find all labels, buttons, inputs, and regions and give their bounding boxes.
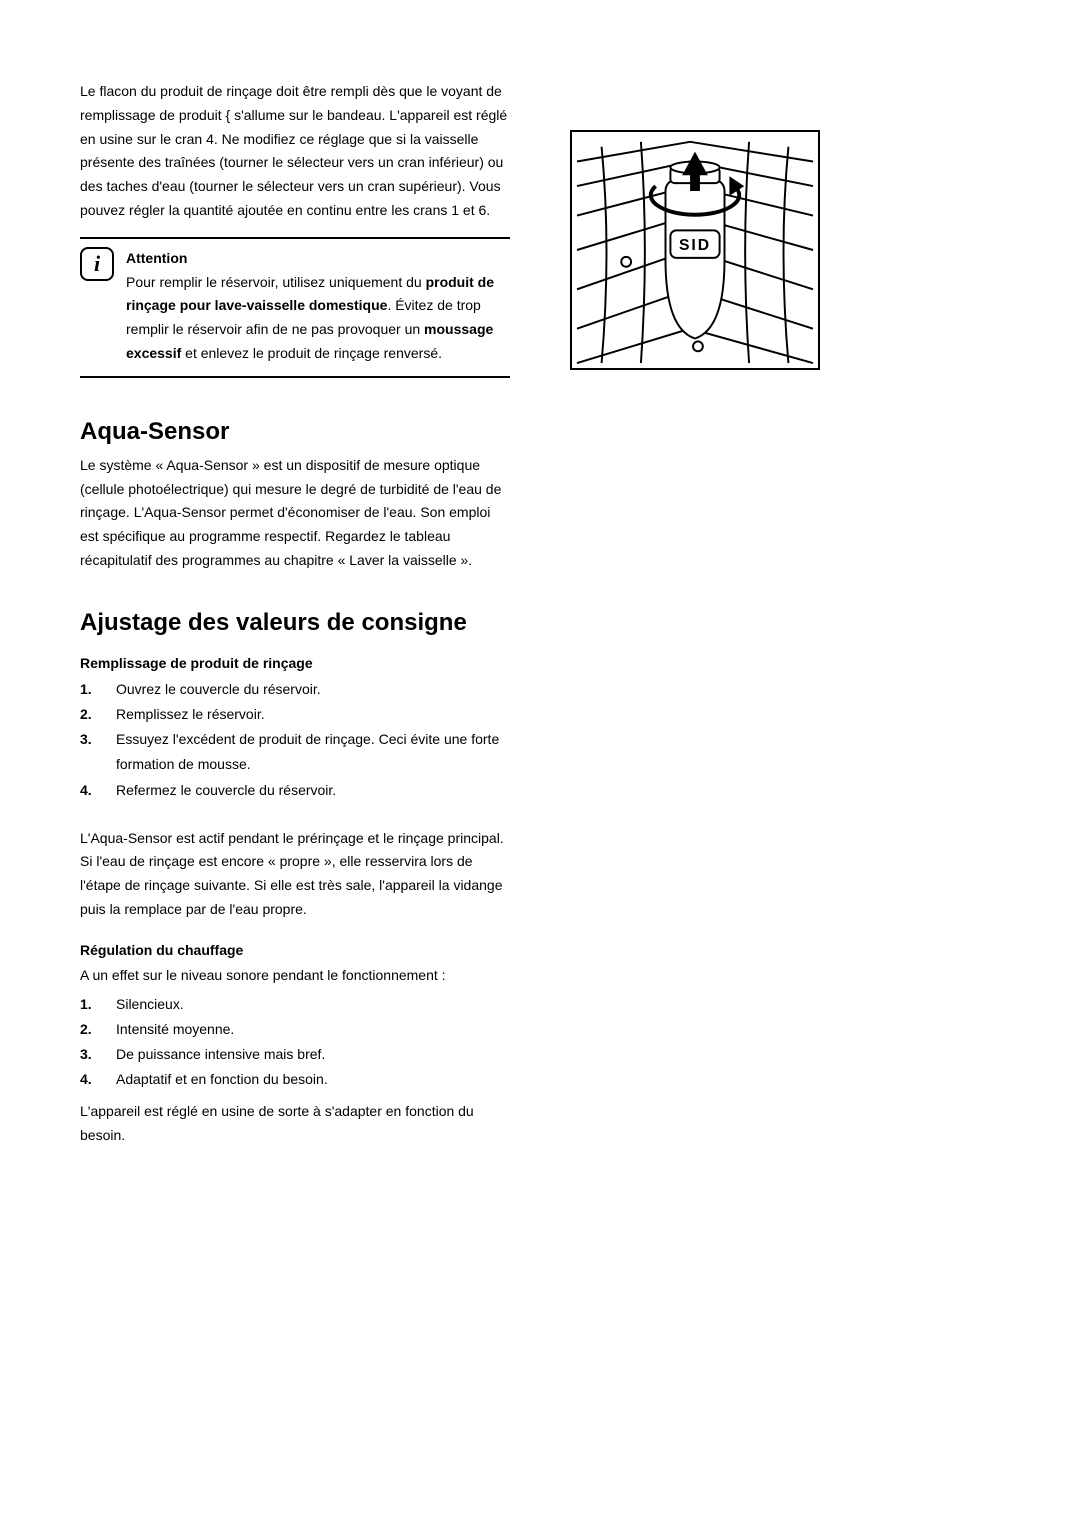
list-item-number: 3. (80, 727, 108, 777)
list-item-number: 1. (80, 992, 108, 1017)
list-item-number: 2. (80, 702, 108, 727)
info-body: Pour remplir le réservoir, utilisez uniq… (126, 274, 494, 361)
arrow-head-right (729, 176, 744, 196)
list-item-number: 4. (80, 1067, 108, 1092)
intro-column: Le flacon du produit de rinçage doit êtr… (80, 80, 510, 378)
list-item-number: 2. (80, 1017, 108, 1042)
regulation-title: Régulation du chauffage (80, 942, 510, 958)
list-item-text: Ouvrez le couvercle du réservoir. (116, 677, 510, 702)
regulation-intro: A un effet sur le niveau sonore pendant … (80, 964, 510, 988)
info-text: Attention Pour remplir le réservoir, uti… (126, 247, 510, 366)
aqua-sensor-p2: L'Aqua-Sensor est actif pendant le préri… (80, 827, 510, 922)
list-item-text: Refermez le couvercle du réservoir. (116, 778, 510, 803)
list-item-number: 4. (80, 778, 108, 803)
filling-title: Remplissage de produit de rinçage (80, 655, 510, 671)
info-heading: Attention (126, 250, 187, 266)
dispenser-diagram: SID (570, 130, 820, 370)
list-item-text: Silencieux. (116, 992, 510, 1017)
list-item: 4. Adaptatif et en fonction du besoin. (80, 1067, 510, 1092)
list-item: 1. Silencieux. (80, 992, 510, 1017)
list-item: 4. Refermez le couvercle du réservoir. (80, 778, 510, 803)
settings-p3: L'appareil est réglé en usine de sorte à… (80, 1100, 510, 1148)
aqua-sensor-heading: Aqua-Sensor (80, 418, 1000, 446)
list-item-text: Intensité moyenne. (116, 1017, 510, 1042)
list-item-text: Essuyez l'excédent de produit de rinçage… (116, 727, 510, 777)
filling-list: 1. Ouvrez le couvercle du réservoir. 2. Rem… (80, 677, 510, 803)
list-item: 1. Ouvrez le couvercle du réservoir. (80, 677, 510, 702)
aqua-sensor-paragraph: Le système « Aqua-Sensor » est un dispos… (80, 454, 510, 573)
info-icon (80, 247, 114, 281)
list-item-text: Adaptatif et en fonction du besoin. (116, 1067, 510, 1092)
list-item-number: 1. (80, 677, 108, 702)
list-item: 2. Intensité moyenne. (80, 1017, 510, 1042)
diagram-column: SID (570, 80, 820, 370)
list-item-text: De puissance intensive mais bref. (116, 1042, 510, 1067)
regulation-list: 1. Silencieux. 2. Intensité moyenne. 3. De pu… (80, 992, 510, 1093)
settings-heading: Ajustage des valeurs de consigne (80, 609, 1000, 637)
list-item: 3.Essuyez l'excédent de produit de rinça… (80, 727, 510, 777)
list-item: 3. De puissance intensive mais bref. (80, 1042, 510, 1067)
list-item-text: Remplissez le réservoir. (116, 702, 510, 727)
intro-paragraph: Le flacon du produit de rinçage doit êtr… (80, 80, 510, 223)
info-block: Attention Pour remplir le réservoir, uti… (80, 237, 510, 378)
list-item: 2. Remplissez le réservoir. (80, 702, 510, 727)
list-item-number: 3. (80, 1042, 108, 1067)
dispenser-label: SID (679, 237, 711, 254)
